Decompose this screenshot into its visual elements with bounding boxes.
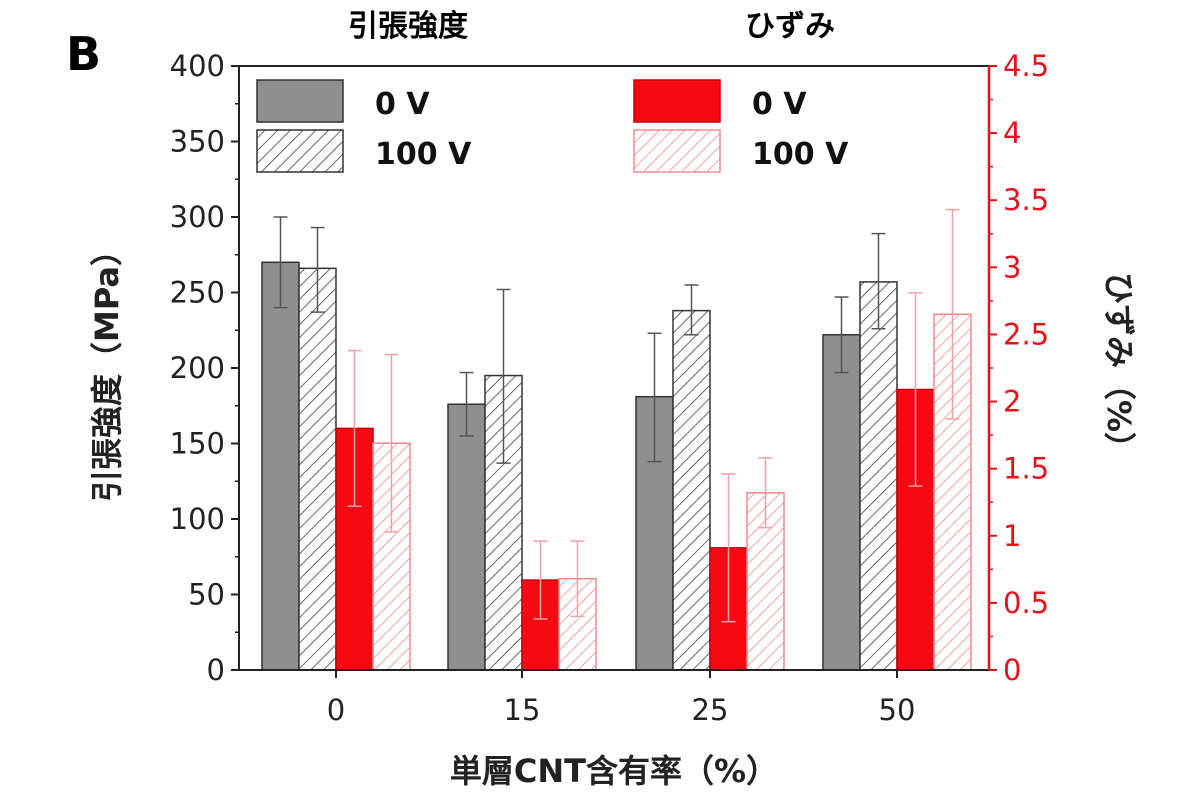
y-left-tick-label: 350 <box>170 125 225 159</box>
legend-label: 0 V <box>375 87 430 122</box>
y-axis-left-title: 引張強度（MPa） <box>88 234 126 502</box>
bar-strength-0v-50 <box>822 334 861 671</box>
y-left-tick-label: 100 <box>170 502 225 536</box>
y-right-tick-label: 1 <box>1003 519 1021 553</box>
legend-label: 100 V <box>752 137 849 172</box>
y-left-tick-label: 50 <box>188 578 225 612</box>
y-right-tick-label: 0.5 <box>1003 586 1049 620</box>
y-right-tick-label: 1.5 <box>1003 452 1049 486</box>
bar-strength-0v-15 <box>447 403 486 671</box>
y-left-tick-label: 0 <box>207 653 225 687</box>
x-axis-title: 単層CNT含有率（%） <box>450 752 778 790</box>
legend-swatch-strain-100v <box>633 129 721 173</box>
x-tick-label: 50 <box>879 693 916 727</box>
y-right-tick-label: 2 <box>1003 385 1021 419</box>
y-right-tick-label: 4 <box>1003 116 1021 150</box>
bar-strength-100v-50 <box>859 281 898 671</box>
y-axis-right-title: ひずみ（%） <box>1100 272 1138 464</box>
legend-label: 0 V <box>752 87 807 122</box>
legend-label: 100 V <box>375 137 472 172</box>
legend-swatch-strength-100v <box>256 129 344 173</box>
y-left-tick-label: 150 <box>170 427 225 461</box>
bar-strength-100v-25 <box>672 309 711 671</box>
y-right-tick-label: 3 <box>1003 250 1021 284</box>
y-right-tick-label: 0 <box>1003 653 1021 687</box>
group-label-strength: 引張強度 <box>348 9 468 44</box>
legend-swatch-strength-0v <box>256 79 344 123</box>
y-right-tick-label: 4.5 <box>1003 49 1049 83</box>
legend-swatch-strain-0v <box>633 79 721 123</box>
y-left-tick-label: 300 <box>170 200 225 234</box>
x-tick-label: 15 <box>504 693 541 727</box>
x-tick-label: 25 <box>692 693 729 727</box>
bar-strength-0v-0 <box>261 261 300 671</box>
group-label-strain: ひずみ <box>745 9 835 44</box>
y-right-tick-label: 2.5 <box>1003 317 1049 351</box>
bar-strength-100v-0 <box>298 267 337 671</box>
x-tick-label: 0 <box>327 693 345 727</box>
y-right-tick-label: 3.5 <box>1003 183 1049 217</box>
y-left-tick-label: 250 <box>170 276 225 310</box>
y-left-tick-label: 400 <box>170 49 225 83</box>
panel-label: B <box>66 27 101 81</box>
y-left-tick-label: 200 <box>170 351 225 385</box>
